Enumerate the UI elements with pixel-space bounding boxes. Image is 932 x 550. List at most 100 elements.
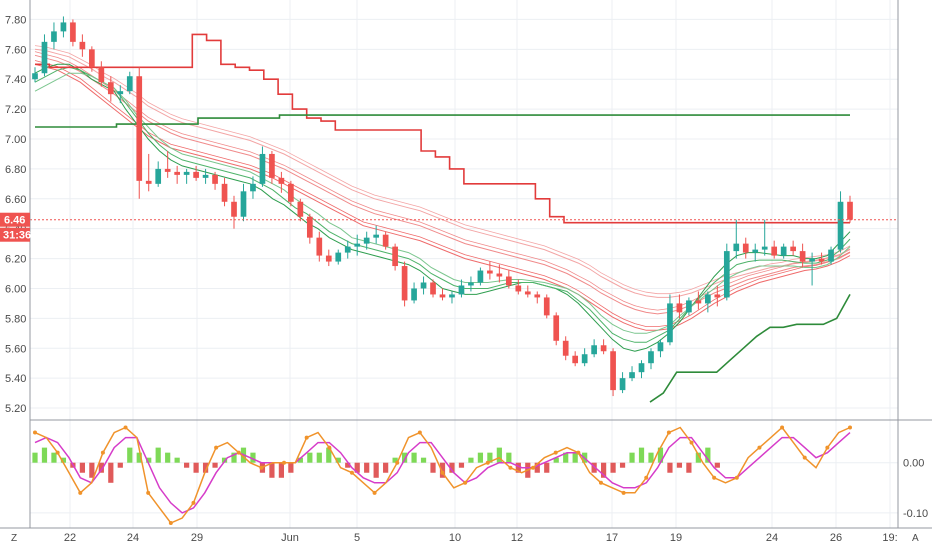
candle (411, 282, 417, 304)
oscillator-dot (553, 450, 558, 455)
price-tick-label: 5.20 (5, 403, 26, 415)
oscillator-dot (712, 475, 717, 480)
candle-body (553, 315, 560, 341)
oscillator-dot (508, 465, 513, 470)
histogram-bar (553, 457, 559, 463)
time-tick-label: 19 (670, 532, 682, 544)
histogram-bar (231, 452, 237, 463)
oscillator-dot (214, 445, 219, 450)
candle-body (363, 237, 370, 244)
time-axis[interactable]: 22 24 29 Jun 5 10 12 17 19 24 26 19: (64, 532, 898, 544)
candle-body (117, 91, 124, 95)
candle-body (401, 266, 408, 301)
candle (306, 213, 313, 244)
candle-body (496, 273, 503, 277)
candle-body (32, 73, 38, 80)
oscillator-dot (168, 520, 173, 525)
candle (60, 16, 67, 38)
time-tick-label: 12 (511, 532, 523, 544)
oscillator-dot (531, 465, 536, 470)
histogram-bar (345, 462, 351, 468)
candle (638, 360, 645, 379)
candle-body (145, 180, 152, 184)
oscillator-dot (33, 430, 37, 435)
oscillator-dot (100, 450, 105, 455)
candle (799, 243, 806, 268)
candle (752, 243, 759, 262)
histogram-bar (695, 452, 701, 463)
histogram-bar (155, 447, 161, 463)
auto-scale-toggle[interactable]: A (912, 533, 919, 544)
candle-body (155, 168, 162, 184)
oscillator-dot (55, 450, 60, 455)
candle (202, 168, 209, 184)
slow-ma-line (34, 60, 851, 328)
histogram-bar (714, 462, 720, 468)
histogram-bar (411, 452, 417, 463)
candlesticks[interactable] (32, 16, 853, 397)
histogram-bar (89, 462, 95, 478)
candle (505, 270, 512, 289)
candle-body (354, 243, 361, 247)
oscillator-dot (757, 445, 762, 450)
histogram-bar (544, 462, 550, 473)
oscillator-dot (644, 475, 649, 480)
oscillator-dot (236, 450, 241, 455)
candle (761, 219, 768, 256)
candle (354, 234, 361, 256)
last-price-badge-bg (0, 212, 30, 227)
candle-body (136, 76, 143, 181)
histogram-bar (307, 452, 313, 463)
histogram-bar (250, 452, 256, 463)
candle-body (847, 201, 853, 220)
histogram-bar (392, 457, 398, 463)
candle-body (231, 201, 237, 217)
oscillator-dot (780, 425, 785, 430)
oscillator-tick-label: 0.00 (903, 458, 924, 470)
oscillator-dot (621, 490, 626, 495)
candle (401, 261, 408, 307)
histogram-bar (506, 452, 512, 463)
oscillator-axis[interactable]: 0.00 -0.10 (903, 458, 928, 520)
candle-body (60, 22, 67, 32)
timezone-toggle[interactable]: Z (11, 533, 17, 544)
candle-body (610, 351, 616, 391)
oscillator-dot (304, 435, 309, 440)
histogram-bar (165, 452, 171, 463)
time-tick-label: 10 (449, 532, 461, 544)
candle-body (430, 282, 436, 295)
price-axis[interactable]: 7.807.607.407.207.006.806.606.406.206.00… (5, 14, 26, 415)
candle (259, 146, 266, 187)
candle-body (316, 237, 323, 256)
time-tick-label: Jun (281, 532, 299, 544)
candle-body (373, 234, 380, 238)
candle (591, 339, 597, 358)
candle (686, 297, 692, 316)
histogram-bar (591, 462, 597, 473)
fast-ma-line (34, 72, 851, 334)
oscillator-dot (598, 480, 603, 485)
candle-body (487, 270, 493, 274)
candle-body (269, 153, 275, 178)
histogram-bar (127, 447, 133, 463)
candle (449, 291, 455, 304)
candle (250, 176, 256, 199)
candle-body (515, 285, 522, 292)
time-tick-label: 24 (127, 532, 139, 544)
histogram-bar (136, 452, 142, 463)
candle (468, 276, 474, 292)
histogram-bar (326, 447, 332, 463)
oscillator-histogram (32, 447, 720, 483)
time-tick-label: 22 (64, 532, 76, 544)
candle (543, 294, 550, 319)
countdown-badge-bg (0, 227, 30, 242)
price-tick-label: 7.60 (5, 44, 26, 56)
price-tick-label: 7.40 (5, 74, 26, 86)
time-tick-label: 17 (606, 532, 618, 544)
candle-body (98, 67, 105, 83)
candle-body (41, 41, 48, 74)
candle-body (629, 372, 635, 379)
time-tick-label: 5 (354, 532, 360, 544)
oscillator-dot (78, 490, 83, 495)
